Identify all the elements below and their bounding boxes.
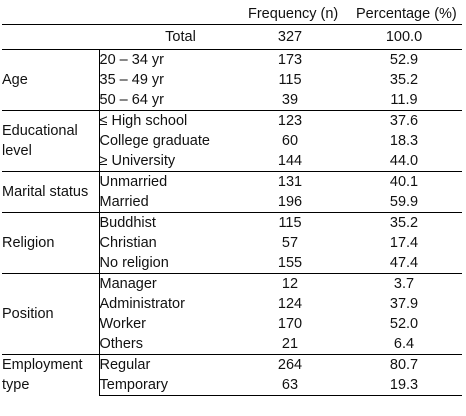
table-row: Administrator 124 37.9 bbox=[2, 294, 462, 314]
category-label: Position bbox=[2, 273, 99, 355]
frequency-cell: 39 bbox=[281, 92, 299, 108]
subcategory-label: 35 – 49 yr bbox=[98, 70, 234, 90]
percentage-cell: 17.4 bbox=[389, 235, 419, 251]
header-blank-sub bbox=[99, 4, 234, 25]
demographics-table: Frequency (n) Percentage (%) Total 327 1… bbox=[2, 4, 462, 396]
subcategory-label: 50 – 64 yr bbox=[98, 90, 234, 111]
table-row: Marital status Unmarried 131 40.1 bbox=[2, 171, 462, 213]
percentage-cell: 52.0 bbox=[389, 316, 419, 332]
subcategory-label: No religion bbox=[98, 253, 234, 274]
total-blank bbox=[2, 25, 99, 50]
percentage-cell: 11.9 bbox=[390, 92, 418, 108]
percentage-cell: 35.2 bbox=[346, 212, 462, 233]
category-label: Educational level bbox=[2, 110, 99, 172]
percentage-cell: 47.4 bbox=[389, 255, 419, 271]
frequency-cell: 170 bbox=[277, 316, 303, 332]
subcategory-label: Married bbox=[98, 192, 234, 213]
subcategory-label: Administrator bbox=[98, 294, 234, 314]
subcategory-label: Christian bbox=[98, 233, 234, 253]
table-row: ≥ University 144 44.0 bbox=[2, 151, 462, 172]
total-percentage: 100.0 bbox=[385, 29, 423, 45]
table-row: Religion Buddhist 115 35.2 bbox=[2, 212, 462, 274]
header-frequency: Frequency (n) bbox=[234, 4, 346, 25]
frequency-cell: 123 bbox=[234, 110, 346, 131]
table-row: Employment type Regular 264 80.7 bbox=[2, 354, 462, 396]
category-label: Religion bbox=[2, 212, 99, 274]
table-row: No religion 155 47.4 bbox=[2, 253, 462, 274]
percentage-cell: 59.9 bbox=[389, 194, 419, 210]
frequency-cell: 144 bbox=[277, 153, 303, 169]
subcategory-label: 20 – 34 yr bbox=[98, 49, 234, 70]
frequency-cell: 173 bbox=[234, 49, 346, 70]
category-label: Marital status bbox=[2, 171, 99, 213]
subcategory-label: Regular bbox=[98, 354, 234, 375]
table-row: Educational level ≤ High school 123 37.6 bbox=[2, 110, 462, 172]
percentage-cell: 52.9 bbox=[346, 49, 462, 70]
category-label: Employment type bbox=[2, 354, 99, 396]
total-row: Total 327 100.0 bbox=[2, 25, 462, 50]
frequency-cell: 264 bbox=[234, 354, 346, 375]
subcategory-label: Others bbox=[98, 334, 234, 355]
percentage-cell: 19.3 bbox=[346, 375, 462, 396]
subcategory-label: Temporary bbox=[98, 375, 234, 396]
subcategory-label: ≤ High school bbox=[98, 110, 234, 131]
frequency-cell: 155 bbox=[277, 255, 303, 271]
subcategory-label: ≥ University bbox=[98, 151, 234, 172]
frequency-cell: 131 bbox=[234, 171, 346, 192]
table-row: Position Manager 12 3.7 bbox=[2, 273, 462, 355]
frequency-cell: 60 bbox=[281, 133, 299, 149]
percentage-cell: 35.2 bbox=[389, 72, 419, 88]
percentage-cell: 18.3 bbox=[389, 133, 419, 149]
percentage-cell: 44.0 bbox=[389, 153, 419, 169]
header-blank bbox=[2, 4, 99, 25]
header-percentage: Percentage (%) bbox=[346, 4, 462, 25]
total-frequency: 327 bbox=[277, 29, 303, 45]
total-label: Total bbox=[165, 29, 196, 45]
header-row: Frequency (n) Percentage (%) bbox=[2, 4, 462, 25]
table-row: Age 20 – 34 yr 173 52.9 bbox=[2, 49, 462, 111]
percentage-cell: 37.9 bbox=[389, 296, 419, 312]
category-label: Age bbox=[2, 49, 99, 111]
table-row: Temporary 63 19.3 bbox=[2, 375, 462, 396]
table-row: Married 196 59.9 bbox=[2, 192, 462, 213]
percentage-cell: 80.7 bbox=[346, 354, 462, 375]
percentage-cell: 3.7 bbox=[346, 273, 462, 294]
frequency-cell: 115 bbox=[234, 212, 346, 233]
table-row: Worker 170 52.0 bbox=[2, 314, 462, 334]
subcategory-label: Worker bbox=[98, 314, 234, 334]
frequency-cell: 124 bbox=[277, 296, 303, 312]
subcategory-label: Buddhist bbox=[98, 212, 234, 233]
percentage-cell: 6.4 bbox=[393, 336, 415, 352]
frequency-cell: 115 bbox=[278, 72, 302, 88]
percentage-cell: 37.6 bbox=[346, 110, 462, 131]
subcategory-label: Manager bbox=[98, 273, 234, 294]
frequency-cell: 12 bbox=[234, 273, 346, 294]
frequency-cell: 21 bbox=[281, 336, 299, 352]
table-row: 50 – 64 yr 39 11.9 bbox=[2, 90, 462, 111]
table-row: 35 – 49 yr 115 35.2 bbox=[2, 70, 462, 90]
frequency-cell: 57 bbox=[281, 235, 299, 251]
subcategory-label: College graduate bbox=[98, 131, 234, 151]
table-row: Christian 57 17.4 bbox=[2, 233, 462, 253]
table-row: Others 21 6.4 bbox=[2, 334, 462, 355]
subcategory-label: Unmarried bbox=[98, 171, 234, 192]
frequency-cell: 196 bbox=[277, 194, 303, 210]
percentage-cell: 40.1 bbox=[346, 171, 462, 192]
table-row: College graduate 60 18.3 bbox=[2, 131, 462, 151]
frequency-cell: 63 bbox=[234, 375, 346, 396]
